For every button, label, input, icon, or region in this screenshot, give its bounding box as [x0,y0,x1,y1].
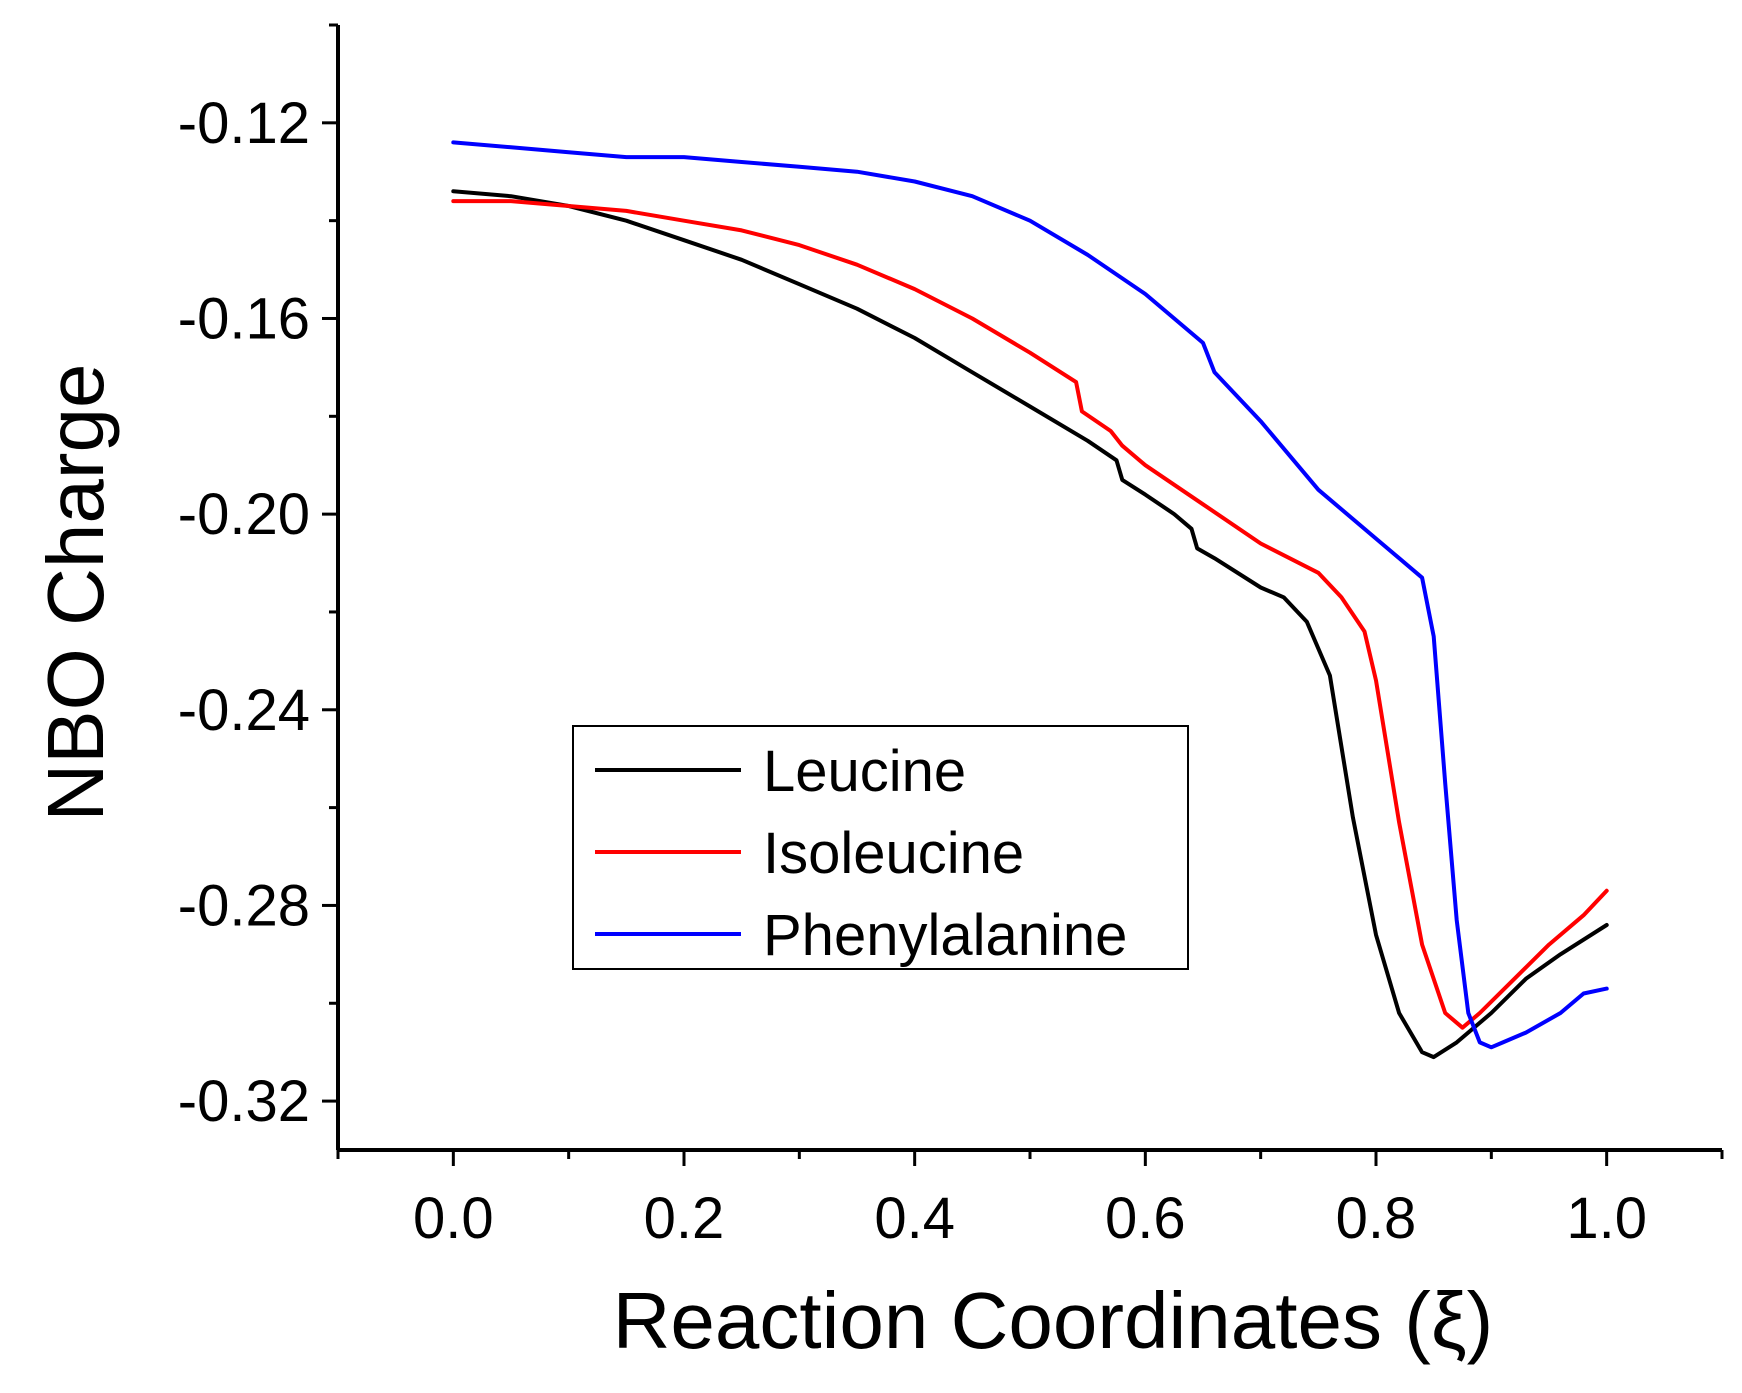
series-line-isoleucine [451,199,1609,1030]
x-axis-title: Reaction Coordinates (ξ) [613,1276,1494,1365]
y-tick-label: -0.32 [178,1069,310,1134]
y-tick-label: -0.24 [178,678,310,743]
x-tick-label: 0.8 [1336,1186,1417,1251]
y-tick-label: -0.12 [178,91,310,156]
legend-label-isoleucine: Isoleucine [763,821,1024,886]
y-tick-label: -0.28 [178,873,310,938]
x-tick-label: 1.0 [1566,1186,1647,1251]
x-tick-label: 0.4 [874,1186,955,1251]
y-tick-label: -0.20 [178,482,310,547]
y-tick-label: -0.16 [178,286,310,351]
series-line-phenylalanine [451,140,1609,1050]
plot-area: 0.0 0.2 0.4 0.6 0.8 1.0 -0.12 -0.16 -0.20 -0.24 -0… [178,23,1724,1251]
series-line-leucine [451,189,1609,1060]
x-tick-label: 0.0 [413,1186,494,1251]
legend-label-phenylalanine: Phenylalanine [763,903,1127,968]
legend-label-leucine: Leucine [763,739,966,804]
y-axis-title: NBO Charge [31,364,120,822]
x-tick-label: 0.2 [644,1186,725,1251]
x-tick-label: 0.6 [1105,1186,1186,1251]
legend-box [572,725,1189,970]
